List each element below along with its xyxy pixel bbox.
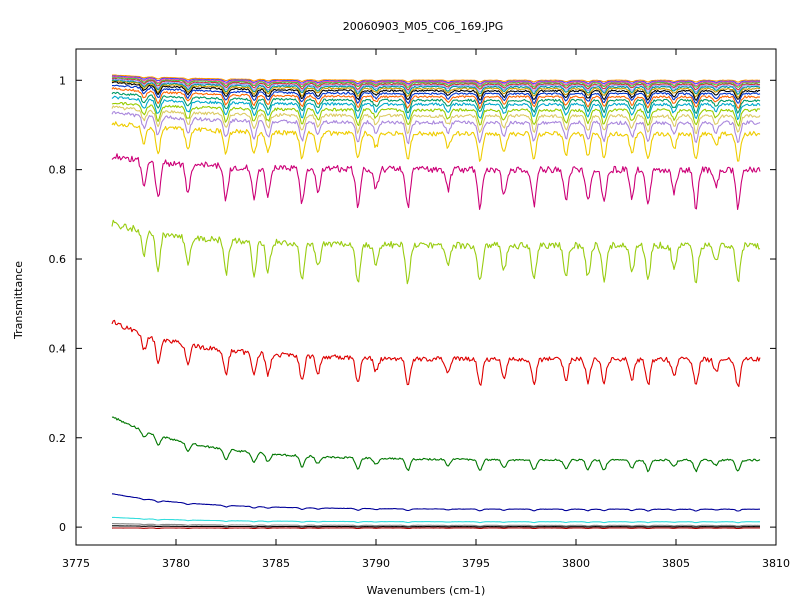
series-line bbox=[111, 522, 760, 527]
series-line bbox=[112, 74, 761, 83]
series-line bbox=[111, 77, 761, 88]
x-tick-label: 3790 bbox=[362, 557, 390, 570]
series-line bbox=[111, 77, 761, 91]
y-tick-label: 0.8 bbox=[49, 164, 67, 177]
series-line bbox=[111, 111, 761, 145]
series-line bbox=[111, 84, 761, 105]
x-tick-label: 3780 bbox=[162, 557, 190, 570]
series-line bbox=[111, 105, 761, 135]
series-line bbox=[111, 219, 761, 285]
series-group bbox=[111, 74, 761, 530]
y-tick-label: 0.4 bbox=[49, 342, 67, 355]
series-line bbox=[111, 76, 760, 87]
plot-frame bbox=[75, 48, 777, 546]
x-tick-label: 3810 bbox=[762, 557, 790, 570]
series-line bbox=[111, 101, 761, 127]
series-line bbox=[111, 95, 761, 121]
x-axis-label: Wavenumbers (cm-1) bbox=[367, 584, 486, 597]
x-tick-label: 3800 bbox=[562, 557, 590, 570]
series-line bbox=[111, 416, 761, 473]
series-line bbox=[111, 527, 760, 530]
series-line bbox=[111, 79, 761, 95]
series-line bbox=[111, 319, 761, 388]
y-tick-label: 1 bbox=[59, 74, 66, 87]
x-tick-label: 3805 bbox=[662, 557, 690, 570]
series-line bbox=[111, 87, 760, 110]
series-line bbox=[112, 525, 760, 528]
series-line bbox=[112, 78, 761, 93]
series-line bbox=[111, 121, 761, 162]
chart-title: 20060903_M05_C06_169.JPG bbox=[343, 20, 504, 33]
series-line bbox=[111, 153, 761, 211]
series-line bbox=[111, 75, 761, 85]
series-line bbox=[112, 516, 761, 524]
x-tick-label: 3785 bbox=[262, 557, 290, 570]
x-tick-label: 3795 bbox=[462, 557, 490, 570]
x-tick-label: 3775 bbox=[62, 557, 90, 570]
series-line bbox=[111, 80, 761, 98]
x-axis: 3775 3780 3785 3790 3795 3800 3805 3810 bbox=[62, 49, 790, 570]
y-axis-label: Transmittance bbox=[12, 261, 25, 340]
y-tick-label: 0.6 bbox=[49, 253, 67, 266]
y-axis: 0 0.2 0.4 0.6 0.8 1 bbox=[49, 74, 776, 534]
y-tick-label: 0.2 bbox=[49, 432, 67, 445]
series-line bbox=[111, 91, 761, 114]
series-line bbox=[111, 81, 761, 101]
series-line bbox=[111, 493, 760, 512]
y-tick-label: 0 bbox=[59, 521, 66, 534]
